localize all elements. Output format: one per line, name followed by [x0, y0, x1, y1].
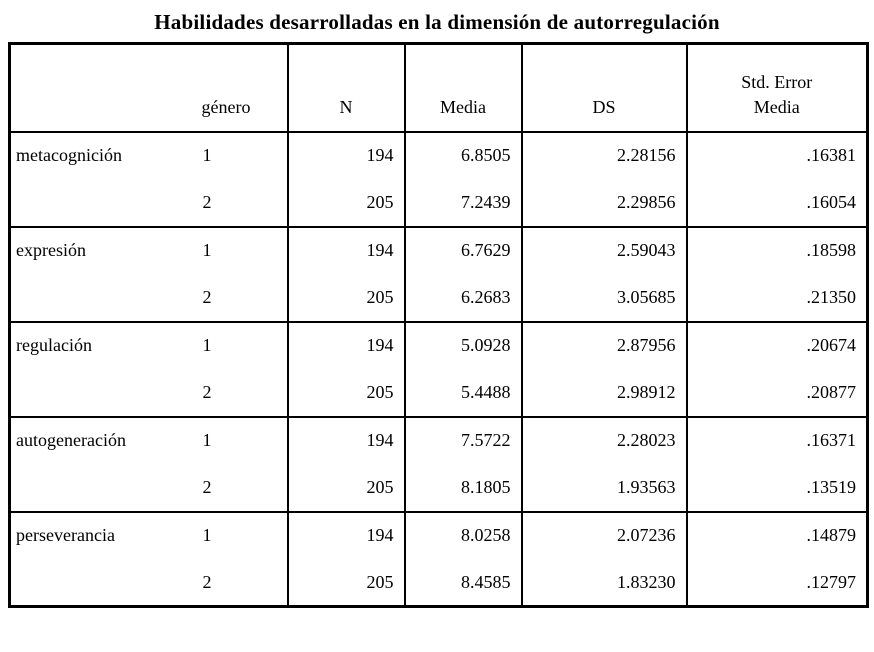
cell-media: 7.5722: [403, 415, 522, 464]
cell-n: 194: [286, 510, 405, 559]
table-row-regulacion-1: regulación 1 194 5.0928 2.87956 .20674: [9, 320, 868, 369]
table-row-expresion-1: expresión 1 194 6.7629 2.59043 .18598: [9, 225, 868, 274]
cell-genero: 2: [202, 476, 212, 497]
cell-std-error: .12797: [685, 559, 868, 607]
cell-std-error: .13519: [685, 464, 868, 512]
row-group-label-empty: [10, 179, 200, 227]
table-header: género N Media DS Std. Error Media: [9, 43, 868, 133]
table-row-expresion-2: 2 205 6.2683 3.05685 .21350: [10, 274, 868, 322]
table-title: Habilidades desarrolladas en la dimensió…: [154, 10, 720, 34]
row-group-label: autogeneración: [9, 415, 200, 464]
cell-std-error: .21350: [685, 274, 868, 322]
cell-genero: 2: [202, 286, 212, 307]
table-row-perseverancia-1: perseverancia 1 194 8.0258 2.07236 .1487…: [9, 510, 868, 559]
cell-n: 194: [286, 320, 405, 369]
header-std-error-line2: Media: [753, 97, 800, 118]
cell-media: 6.8505: [403, 130, 522, 179]
cell-genero: 1: [199, 130, 288, 179]
cell-ds: 2.28023: [520, 415, 687, 464]
table-body: metacognición 1 194 6.8505 2.28156 .1638…: [9, 130, 868, 607]
cell-media: 5.4488: [403, 369, 522, 417]
cell-genero: 2: [202, 571, 212, 592]
cell-ds: 2.07236: [520, 510, 687, 559]
table-row-regulacion-2: 2 205 5.4488 2.98912 .20877: [10, 369, 868, 417]
header-std-error-line1: Std. Error: [741, 72, 813, 93]
cell-media: 6.7629: [403, 225, 522, 274]
cell-genero: 1: [199, 510, 288, 559]
table-row-metacognicion-2: 2 205 7.2439 2.29856 .16054: [10, 179, 868, 227]
cell-n: 205: [286, 464, 405, 512]
header-empty-cell: [9, 43, 200, 133]
group-statistics-table: género N Media DS Std. Error Media metac…: [8, 42, 869, 608]
row-group-label: perseverancia: [9, 510, 200, 559]
row-group-label: metacognición: [9, 130, 200, 179]
table-row-metacognicion-1: metacognición 1 194 6.8505 2.28156 .1638…: [9, 130, 868, 179]
cell-std-error: .18598: [685, 225, 868, 274]
cell-ds: 2.59043: [520, 225, 687, 274]
row-group-label-empty: [10, 274, 200, 322]
cell-n: 194: [286, 130, 405, 179]
cell-std-error: .16381: [685, 130, 868, 179]
cell-ds: 1.93563: [520, 464, 687, 512]
row-group-label: expresión: [9, 225, 200, 274]
cell-n: 205: [286, 559, 405, 607]
cell-std-error: .20877: [685, 369, 868, 417]
cell-std-error: .16371: [685, 415, 868, 464]
cell-ds: 3.05685: [520, 274, 687, 322]
cell-ds: 2.28156: [520, 130, 687, 179]
row-group-label-empty: [10, 369, 200, 417]
header-n: N: [286, 43, 405, 133]
cell-genero: 1: [199, 225, 288, 274]
table-row-perseverancia-2: 2 205 8.4585 1.83230 .12797: [10, 559, 868, 607]
cell-genero: 1: [199, 320, 288, 369]
row-group-label-empty: [10, 464, 200, 512]
header-std-error-media: Std. Error Media: [685, 43, 868, 133]
cell-media: 8.4585: [403, 559, 522, 607]
cell-ds: 2.87956: [520, 320, 687, 369]
cell-media: 5.0928: [403, 320, 522, 369]
cell-media: 8.1805: [403, 464, 522, 512]
row-group-label: regulación: [9, 320, 200, 369]
table-row-autogeneracion-2: 2 205 8.1805 1.93563 .13519: [10, 464, 868, 512]
header-ds: DS: [520, 43, 687, 133]
cell-std-error: .20674: [685, 320, 868, 369]
cell-n: 194: [286, 415, 405, 464]
cell-n: 205: [286, 369, 405, 417]
header-genero: género: [199, 43, 288, 133]
cell-std-error: .16054: [685, 179, 868, 227]
cell-n: 205: [286, 274, 405, 322]
page: Habilidades desarrolladas en la dimensió…: [0, 10, 874, 608]
cell-ds: 2.98912: [520, 369, 687, 417]
cell-genero: 2: [202, 191, 212, 212]
cell-ds: 2.29856: [520, 179, 687, 227]
cell-media: 6.2683: [403, 274, 522, 322]
cell-n: 194: [286, 225, 405, 274]
cell-media: 8.0258: [403, 510, 522, 559]
cell-media: 7.2439: [403, 179, 522, 227]
row-group-label-empty: [10, 559, 200, 607]
cell-ds: 1.83230: [520, 559, 687, 607]
cell-std-error: .14879: [685, 510, 868, 559]
cell-n: 205: [286, 179, 405, 227]
cell-genero: 2: [202, 381, 212, 402]
header-row: género N Media DS Std. Error Media: [9, 43, 868, 133]
header-media: Media: [403, 43, 522, 133]
cell-genero: 1: [199, 415, 288, 464]
table-row-autogeneracion-1: autogeneración 1 194 7.5722 2.28023 .163…: [9, 415, 868, 464]
